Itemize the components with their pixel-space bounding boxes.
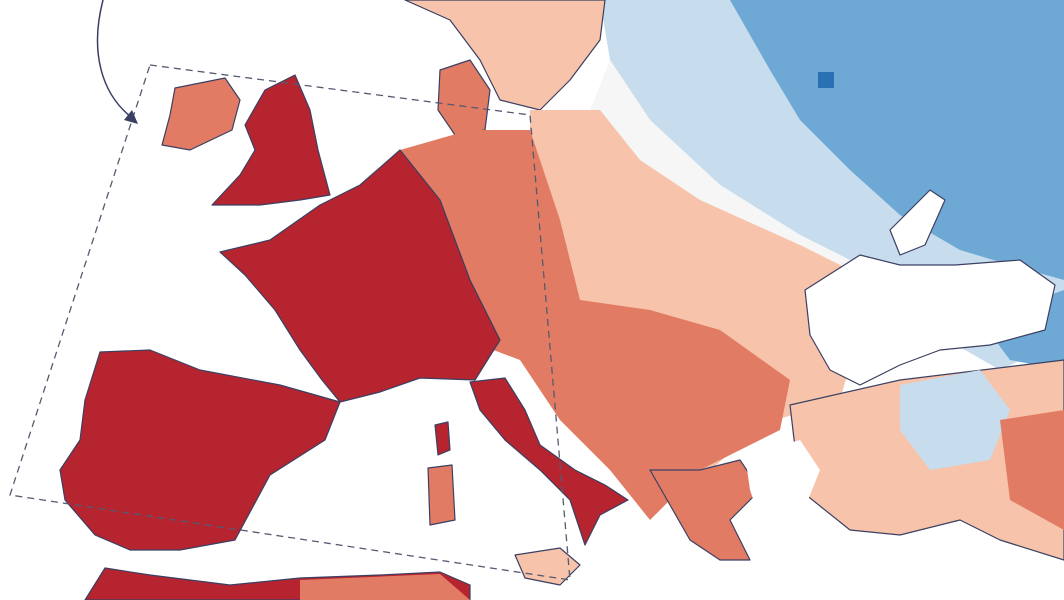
region-greece: [649, 459, 761, 561]
sea-of-azov: [889, 189, 946, 256]
black-sea: [804, 254, 1056, 386]
region-central-europe: [400, 130, 790, 520]
region-ireland: [161, 77, 241, 151]
region-france: [219, 149, 501, 403]
region-italy: [469, 377, 629, 546]
curved-arrow-icon: [96, 0, 136, 121]
region-sardinia: [427, 464, 456, 526]
region-corsica: [434, 421, 451, 456]
region-anatolia-blue: [900, 370, 1010, 470]
highlight-region-outline: [9, 64, 571, 581]
region-north-africa-east: [300, 574, 470, 600]
region-iberia: [59, 349, 341, 551]
arrow-head-icon: [124, 110, 138, 124]
region-great-britain: [211, 74, 331, 206]
region-dark-blue-spot: [818, 72, 834, 88]
region-aegean: [745, 440, 820, 520]
region-anatolia-red: [1000, 410, 1064, 530]
region-medium-blue: [730, 0, 1064, 280]
